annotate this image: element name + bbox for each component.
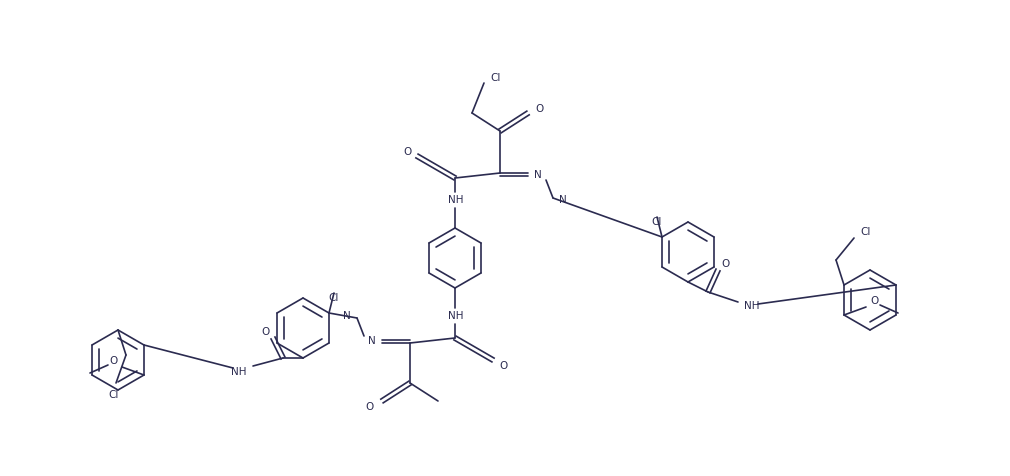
Text: Cl: Cl (109, 390, 119, 400)
Text: Cl: Cl (651, 217, 663, 227)
Text: O: O (870, 296, 878, 306)
Text: NH: NH (448, 195, 464, 205)
Text: Cl: Cl (861, 227, 872, 237)
Text: N: N (343, 311, 350, 321)
Text: O: O (403, 147, 411, 157)
Text: N: N (368, 336, 376, 346)
Text: N: N (560, 195, 567, 205)
Text: NH: NH (744, 301, 760, 311)
Text: NH: NH (448, 311, 464, 321)
Text: O: O (536, 104, 544, 114)
Text: O: O (261, 327, 269, 337)
Text: N: N (534, 170, 542, 180)
Text: Cl: Cl (329, 293, 339, 303)
Text: O: O (499, 361, 507, 371)
Text: O: O (110, 356, 118, 366)
Text: O: O (366, 402, 374, 412)
Text: Cl: Cl (491, 73, 501, 83)
Text: O: O (722, 259, 730, 269)
Text: NH: NH (231, 367, 246, 377)
